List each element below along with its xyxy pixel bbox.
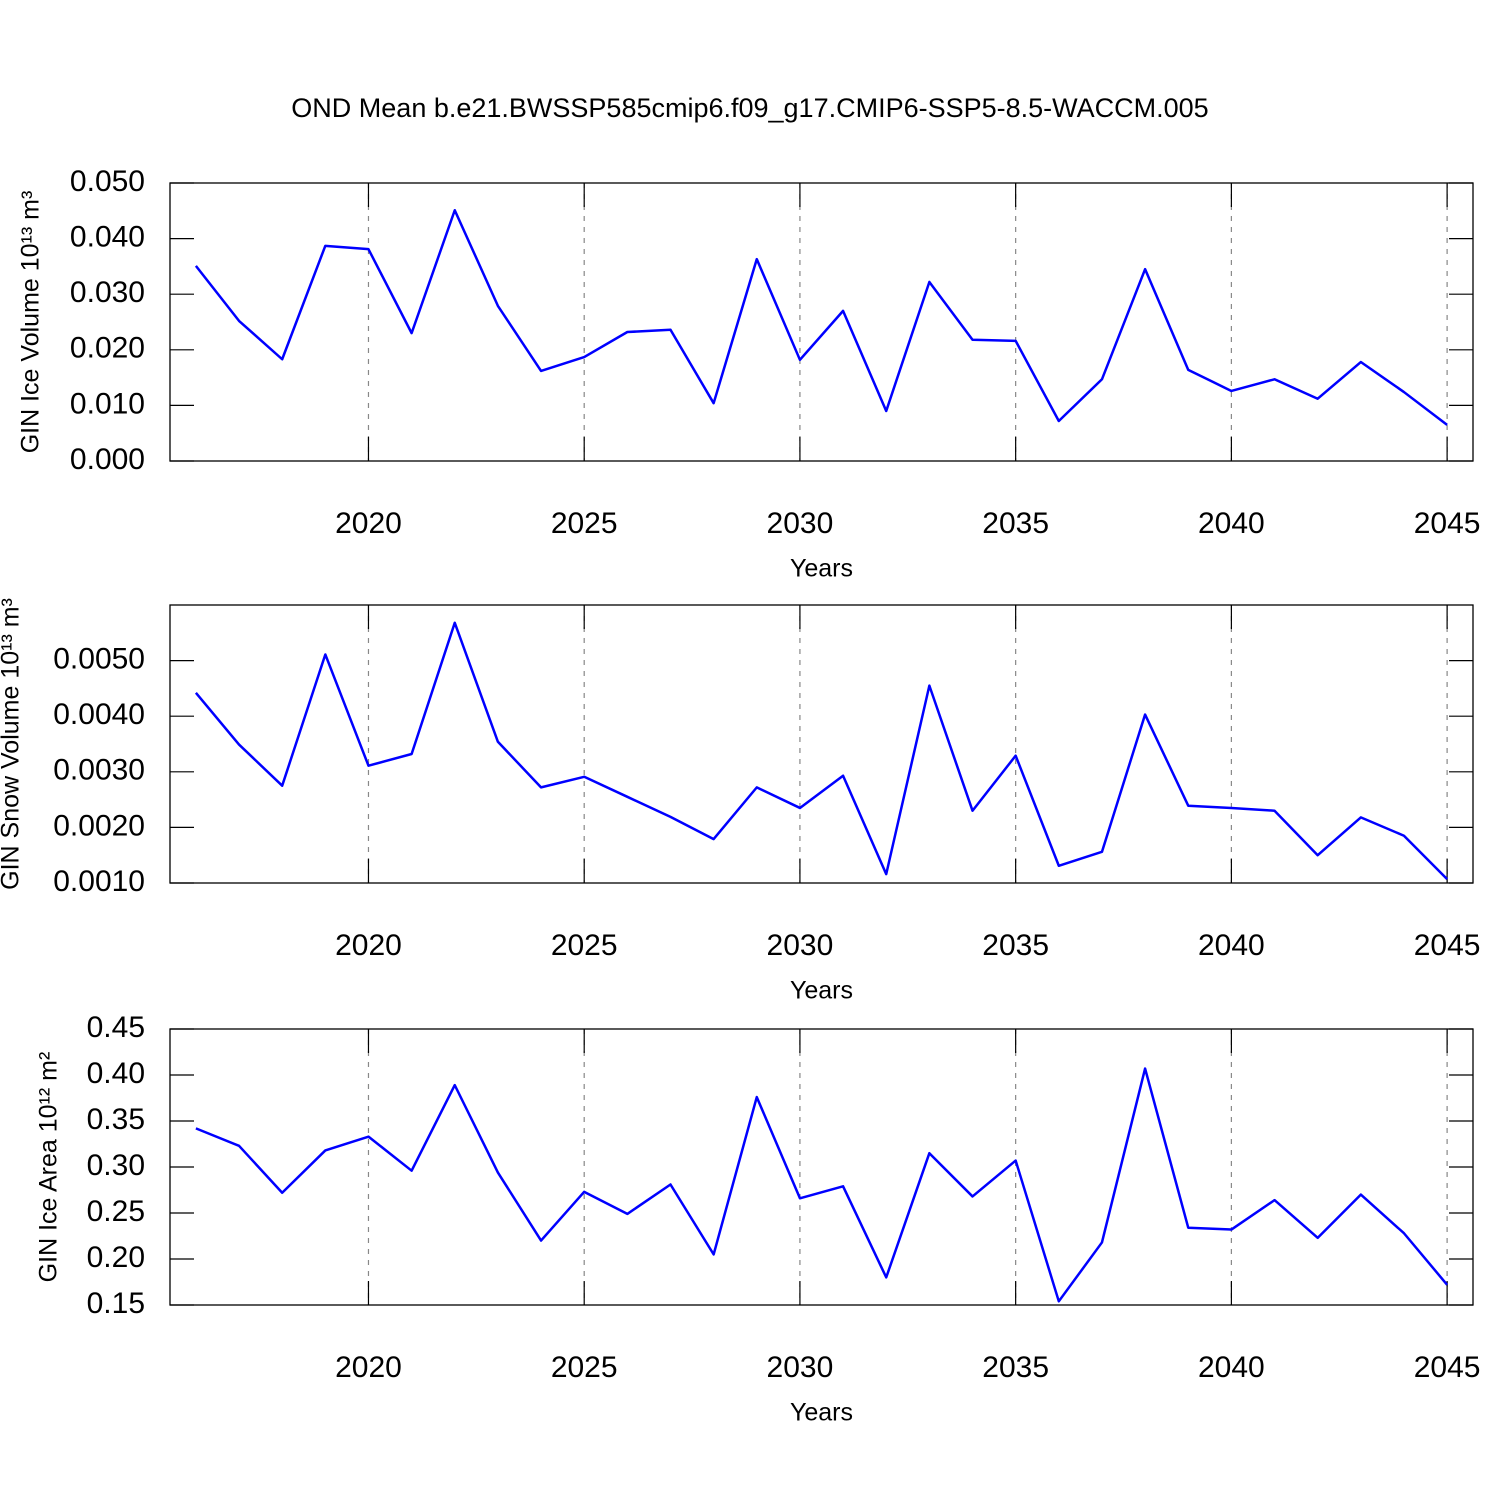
x-tick-label: 2025 (551, 1351, 618, 1384)
y-tick-label: 0.030 (70, 276, 145, 309)
x-tick-label: 2040 (1198, 507, 1265, 540)
y-tick-label: 0.0050 (53, 643, 145, 676)
y-tick-label: 0.0030 (53, 754, 145, 787)
plot-frame (169, 182, 1474, 462)
x-tick-label: 2045 (1414, 1351, 1481, 1384)
figure-title: OND Mean b.e21.BWSSP585cmip6.f09_g17.CMI… (291, 93, 1208, 123)
data-line (194, 208, 1448, 426)
x-axis-label: Years (790, 555, 853, 583)
x-tick-label: 2020 (335, 929, 402, 962)
y-tick-label: 0.040 (70, 221, 145, 254)
x-axis-label: Years (790, 1399, 853, 1427)
x-tick-label: 2035 (982, 507, 1049, 540)
y-tick-label: 0.35 (87, 1103, 145, 1136)
y-tick-label: 0.20 (87, 1241, 145, 1274)
x-tick-label: 2030 (767, 929, 834, 962)
y-tick-label: 0.000 (70, 443, 145, 476)
plot-frame (169, 604, 1474, 884)
y-axis-label: GIN Snow Volume 10¹³ m³ (0, 598, 25, 890)
x-tick-label: 2020 (335, 507, 402, 540)
y-tick-label: 0.40 (87, 1057, 145, 1090)
x-tick-label: 2045 (1414, 929, 1481, 962)
x-tick-label: 2040 (1198, 929, 1265, 962)
data-line (195, 1067, 1449, 1303)
y-tick-label: 0.0010 (53, 865, 145, 898)
y-tick-label: 0.25 (87, 1195, 145, 1228)
x-tick-label: 2025 (551, 929, 618, 962)
x-tick-label: 2020 (335, 1351, 402, 1384)
x-tick-label: 2045 (1414, 507, 1481, 540)
x-tick-label: 2030 (767, 507, 834, 540)
y-tick-label: 0.0020 (53, 809, 145, 842)
y-tick-label: 0.0040 (53, 698, 145, 731)
y-tick-label: 0.15 (87, 1287, 145, 1320)
y-axis-label: GIN Ice Area 10¹² m² (35, 1052, 63, 1283)
x-tick-label: 2025 (551, 507, 618, 540)
y-tick-label: 0.45 (87, 1011, 145, 1044)
y-tick-label: 0.050 (70, 165, 145, 198)
x-tick-label: 2040 (1198, 1351, 1265, 1384)
plot-frame (169, 1028, 1474, 1306)
x-axis-label: Years (790, 977, 853, 1005)
data-line (194, 621, 1448, 880)
y-tick-label: 0.020 (70, 332, 145, 365)
x-tick-label: 2030 (767, 1351, 834, 1384)
y-tick-label: 0.010 (70, 387, 145, 420)
y-tick-label: 0.30 (87, 1149, 145, 1182)
x-tick-label: 2035 (982, 1351, 1049, 1384)
y-axis-label: GIN Ice Volume 10¹³ m³ (17, 191, 45, 454)
x-tick-label: 2035 (982, 929, 1049, 962)
